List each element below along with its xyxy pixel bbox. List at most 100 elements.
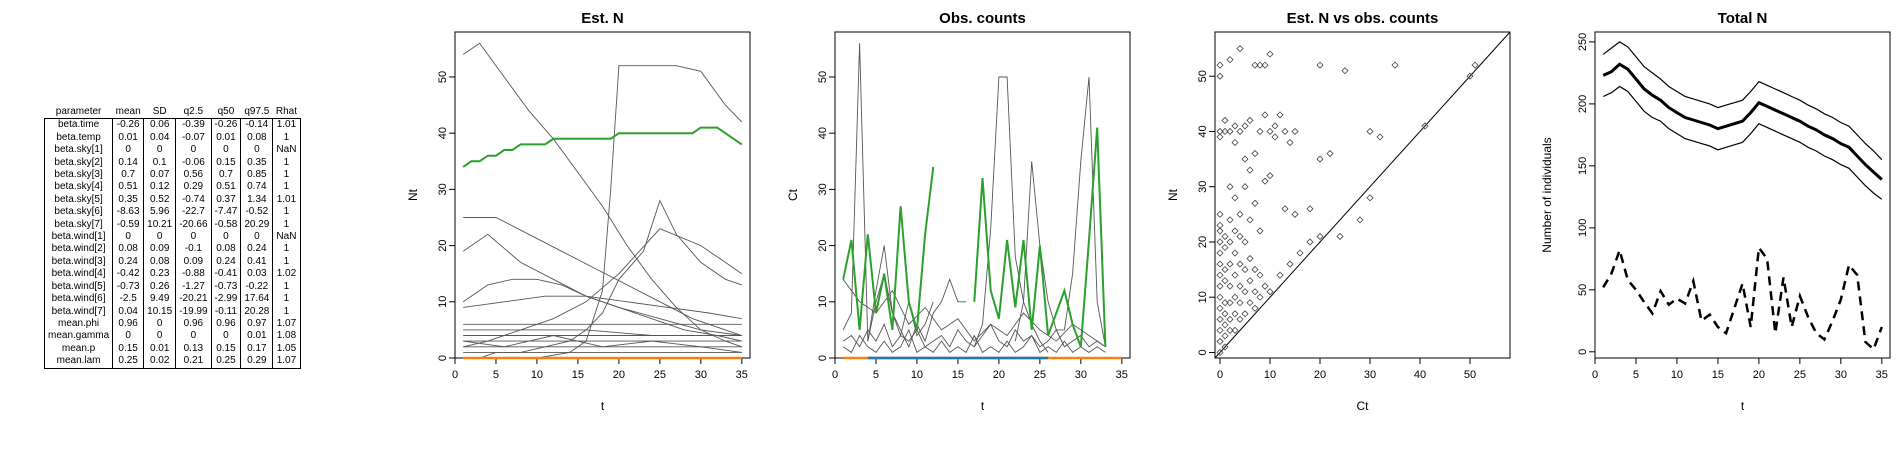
x-tick-label: 10 (1671, 369, 1683, 381)
table-cell: -7.47 (210, 206, 241, 219)
table-row: beta.time -0.26 0.06 -0.39 -0.26 -0.14 1.01 (45, 118, 300, 132)
scatter-point (1246, 277, 1254, 285)
scatter-point (1226, 56, 1234, 64)
y-tick-label: 0 (437, 355, 449, 361)
table-cell: -0.26 (210, 118, 241, 132)
x-tick-label: 30 (695, 369, 707, 381)
table-cell: 1.02 (272, 268, 300, 281)
scatter-point (1216, 61, 1224, 69)
table-cell: 0 (175, 144, 212, 157)
table-cell: 0.1 (143, 156, 176, 170)
scatter-point (1271, 133, 1279, 141)
table-cell: -0.42 (112, 268, 144, 281)
table-cell: beta.sky[6] (54, 206, 103, 218)
scatter-point (1326, 149, 1334, 158)
scatter-point (1231, 293, 1239, 301)
y-axis-label: Nt (1166, 188, 1180, 201)
table-cell: 0.96 (210, 317, 241, 331)
table-cell: -0.73 (210, 280, 241, 294)
column-header-q50: q50 (217, 106, 235, 117)
table-cell: 0.14 (112, 156, 144, 170)
gray-series-line (463, 217, 742, 336)
scatter-point (1241, 122, 1249, 130)
column-header-rhat: Rhat (275, 106, 297, 117)
scatter-point (1216, 304, 1224, 312)
y-axis-label: Nt (406, 188, 420, 201)
table-cell: -2.5 (112, 293, 144, 306)
scatter-point (1216, 348, 1224, 357)
scatter-point (1241, 155, 1249, 163)
scatter-point (1241, 183, 1249, 191)
scatter-point (1226, 315, 1234, 323)
x-tick-label: 10 (911, 369, 923, 381)
table-cell: 0.06 (143, 118, 176, 132)
table-row: beta.wind[6] -2.5 9.49 -20.21 -2.99 17.64 1 (45, 293, 300, 306)
scatter-point (1231, 310, 1239, 318)
table-cell: -0.73 (112, 280, 144, 294)
x-tick-label: 40 (1414, 369, 1426, 381)
table-cell: 0.56 (175, 169, 212, 182)
table-row: mean.gamma 0 0 0 0 0.01 1.08 (45, 330, 300, 343)
y-tick-label: 50 (1577, 284, 1589, 296)
table-row: beta.sky[2] 0.14 0.1 -0.06 0.15 0.35 1 (45, 156, 300, 170)
y-tick-label: 50 (437, 71, 449, 83)
table-cell: 9.49 (143, 293, 176, 306)
table-cell: 0.7 (112, 169, 144, 182)
x-tick-label: 5 (1633, 369, 1639, 381)
scatter-point (1356, 216, 1364, 224)
scatter-point (1316, 61, 1324, 69)
chart-title: Obs. counts (939, 10, 1026, 27)
table-cell: -0.59 (112, 218, 144, 232)
table-cell: 0.08 (240, 131, 273, 145)
table-cell: 0 (143, 330, 176, 343)
y-axis-label: Ct (786, 188, 800, 201)
table-row: beta.sky[1] 0 0 0 0 0 NaN (45, 144, 300, 157)
table-cell: 1 (272, 280, 300, 294)
table-cell: beta.wind[5] (51, 280, 106, 292)
scatter-point (1236, 210, 1244, 218)
scatter-point (1266, 127, 1274, 136)
scatter-point (1281, 205, 1289, 213)
table-cell: 0.09 (143, 243, 176, 256)
scatter-point (1376, 133, 1384, 141)
gray-series-line (973, 76, 1049, 353)
table-cell: 0.35 (240, 156, 273, 170)
y-axis-label: Number of individuals (1540, 137, 1554, 252)
scatter-point (1266, 50, 1274, 58)
y-tick-label: 20 (437, 239, 449, 251)
table-cell: 0 (143, 144, 176, 157)
scatter-point (1221, 116, 1229, 124)
column-header-parameter: parameter (55, 106, 102, 117)
table-cell: 0 (175, 330, 212, 343)
table-cell: 0.01 (143, 342, 176, 356)
scatter-point (1276, 111, 1284, 119)
table-cell: 0 (112, 231, 144, 244)
scatter-point (1281, 127, 1289, 136)
y-tick-label: 50 (817, 71, 829, 83)
table-cell: 0.7 (210, 169, 241, 182)
scatter-point (1261, 282, 1269, 290)
scatter-point (1216, 271, 1224, 279)
table-cell: 0 (210, 330, 241, 343)
table-cell: 0.08 (112, 243, 144, 256)
table-row: mean.p 0.15 0.01 0.13 0.15 0.17 1.05 (45, 342, 300, 356)
x-tick-label: 20 (613, 369, 625, 381)
scatter-point (1256, 127, 1264, 136)
table-cell: 0.15 (210, 156, 241, 170)
table-row: beta.wind[7] 0.04 10.15 -19.99 -0.11 20.28 1 (45, 305, 300, 318)
table-cell: -0.52 (240, 206, 273, 219)
table-cell: -1.27 (175, 280, 212, 294)
scatter-point (1231, 326, 1239, 334)
table-cell: 10.15 (143, 305, 176, 318)
table-cell: 0 (210, 231, 241, 244)
chart-title: Est. N (581, 10, 624, 27)
scatter-point (1276, 271, 1284, 279)
table-row: beta.wind[3] 0.24 0.08 0.09 0.24 0.41 1 (45, 255, 300, 269)
scatter-point (1291, 127, 1299, 136)
table-cell: 0.12 (143, 181, 176, 194)
scatter-point (1261, 177, 1269, 185)
table-cell: NaN (272, 231, 300, 244)
y-tick-label: 10 (437, 296, 449, 308)
table-cell: 20.29 (240, 218, 273, 232)
